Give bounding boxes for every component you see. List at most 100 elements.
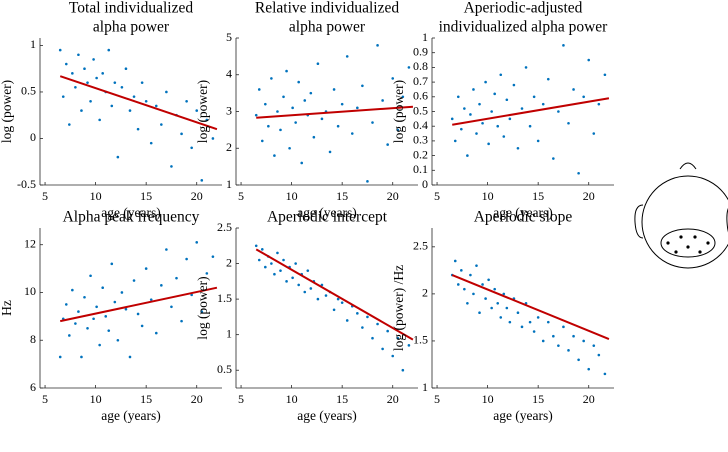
data-point [165, 248, 168, 251]
y-tick-label: 0.2 [413, 147, 428, 161]
data-point [332, 88, 336, 91]
data-point [71, 288, 74, 292]
data-point [288, 146, 291, 150]
data-point [496, 124, 500, 128]
data-point [303, 99, 307, 102]
data-point [200, 310, 204, 313]
data-point [475, 264, 478, 267]
data-point [273, 272, 276, 276]
data-point [552, 157, 555, 160]
y-axis-label: Hz [0, 300, 14, 316]
data-point [95, 305, 98, 309]
data-point [312, 135, 316, 139]
data-point [475, 132, 478, 135]
panel: Aperiodic slope 1 1.5 2 2.5 5 10 15 20 age (years… [391, 209, 614, 423]
data-point [336, 124, 340, 128]
data-point [282, 258, 285, 262]
data-point [64, 62, 68, 66]
data-point [484, 80, 487, 84]
data-point [195, 241, 199, 244]
data-point [154, 331, 158, 335]
x-tick-label: 15 [140, 189, 152, 203]
data-point [297, 283, 300, 287]
data-point [300, 161, 304, 165]
data-point [386, 329, 389, 333]
data-point [499, 316, 503, 319]
data-point [200, 179, 204, 182]
data-point [371, 336, 374, 340]
data-point [279, 269, 282, 272]
fit-line [255, 248, 414, 341]
y-tick-label: 8 [30, 332, 36, 346]
data-point [587, 58, 591, 62]
x-tick-label: 15 [140, 392, 152, 406]
y-tick-label: 2.5 [413, 239, 428, 253]
data-point [453, 259, 457, 263]
data-point [294, 121, 297, 124]
data-point [546, 320, 550, 324]
data-point [490, 110, 493, 113]
data-point [124, 307, 128, 311]
data-point [396, 336, 400, 340]
data-point [361, 326, 364, 329]
x-tick-label: 15 [336, 392, 348, 406]
data-point [128, 355, 132, 359]
data-point [291, 276, 294, 280]
data-point [185, 99, 188, 103]
x-axis-label: age (years) [101, 205, 161, 220]
data-point [572, 334, 575, 338]
panel-title: Aperiodic intercept [267, 209, 388, 226]
data-point [68, 334, 71, 337]
data-point [366, 180, 369, 183]
data-point [273, 154, 276, 157]
data-point [128, 109, 132, 112]
data-point [160, 284, 163, 287]
data-point [508, 117, 512, 121]
data-point [361, 84, 364, 88]
data-point [516, 146, 520, 150]
x-tick-label: 10 [90, 189, 102, 203]
data-point [303, 290, 307, 294]
data-point [391, 354, 395, 358]
data-point [512, 83, 516, 87]
data-point [345, 55, 349, 58]
data-point [71, 72, 74, 75]
data-point [170, 165, 173, 168]
data-point [104, 315, 108, 318]
data-point [101, 72, 104, 75]
data-point [211, 137, 215, 140]
data-point [270, 77, 273, 80]
data-point [493, 287, 496, 291]
data-point [83, 67, 86, 71]
data-point [376, 322, 379, 326]
data-point [481, 283, 484, 286]
data-point [366, 315, 369, 319]
fit-line [451, 274, 610, 340]
data-point [407, 66, 411, 69]
data-point [490, 306, 493, 310]
data-point [144, 267, 148, 270]
data-point [396, 128, 400, 132]
data-point [532, 330, 536, 333]
y-tick-label: 0.6 [413, 89, 428, 103]
data-point [466, 301, 469, 305]
y-tick-label: 0.5 [413, 103, 428, 117]
data-point [508, 320, 512, 324]
panel: Relative individualized alpha power 1 2 3 4 5 5… [195, 0, 418, 220]
data-point [520, 107, 524, 110]
y-tick-label: 0.4 [413, 118, 428, 132]
x-tick-label: 5 [434, 189, 440, 203]
x-axis-label: age (years) [101, 408, 161, 423]
data-point [316, 62, 320, 66]
x-tick-label: 10 [482, 189, 494, 203]
data-point [336, 297, 340, 301]
fit-line [256, 105, 414, 119]
data-point [496, 301, 500, 305]
data-point [557, 344, 560, 347]
data-point [83, 295, 86, 299]
data-point [86, 81, 89, 84]
data-point [260, 139, 264, 143]
data-point [74, 86, 77, 89]
y-tick-label: 1 [30, 37, 36, 51]
data-point [165, 90, 168, 94]
